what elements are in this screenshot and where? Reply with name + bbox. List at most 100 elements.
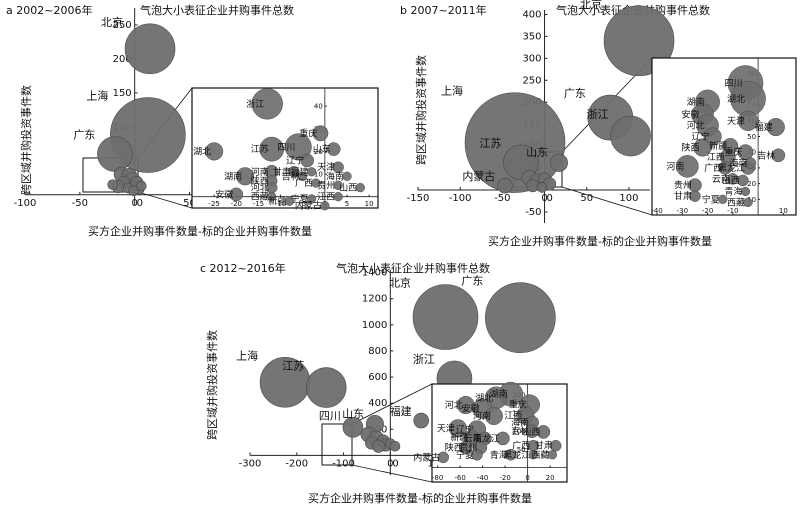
a-y-tick-label: 150 (113, 88, 132, 99)
c-inset-x-tick-label: -60 (454, 474, 465, 482)
c-inset-bubble-西藏 (547, 450, 558, 460)
a-inset-label-四川: 四川 (277, 143, 295, 153)
c-inset-label-江西: 江西 (504, 411, 522, 422)
c-inset-label-湖南: 湖南 (490, 388, 508, 400)
a-inset-bubble-山西 (355, 182, 365, 193)
b-inset-label-四川: 四川 (724, 79, 742, 89)
b-inset-bubble-山西 (737, 174, 749, 187)
b-bubble-上海 (464, 92, 566, 193)
c-y-tick-label: 600 (368, 372, 387, 383)
a-inset-y-tick-label: 40 (314, 103, 323, 111)
c-inset-label-黑龙江: 黑龙江 (503, 449, 530, 461)
a-inset-label-宁夏: 宁夏 (291, 193, 309, 205)
panel-c-inset: -80-60-40-2002050100150200湖南湖北重庆河北安徽江西河南… (413, 381, 568, 483)
a-inset-bubble-广西 (311, 178, 321, 188)
a-inset-bubble-福建 (306, 167, 317, 177)
b-inset-bubble-甘肃 (689, 190, 701, 202)
a-inset-x-tick-label: -5 (299, 200, 306, 208)
c-inset-bubble-宁夏 (471, 449, 483, 461)
c-y-tick-label: 1000 (362, 320, 387, 331)
panel-c-xlabel: 买方企业并购事件数量-标的企业并购事件数量 (308, 491, 532, 505)
b-y-tick-label: -50 (525, 207, 541, 218)
c-inset-label-河北: 河北 (445, 399, 463, 411)
c-inset-label-山西: 山西 (522, 427, 540, 438)
a-inset-bubble-宁夏 (306, 194, 317, 204)
c-x-tick-label: -100 (332, 458, 355, 469)
b-inset-bubble-海南 (744, 157, 757, 169)
a-bubble-point-13 (135, 180, 147, 192)
a-x-tick-label: -50 (72, 198, 88, 209)
c-bubble-point-13 (372, 439, 386, 453)
c-inset-label-黑龙江: 黑龙江 (473, 432, 500, 444)
b-inset-y-tick-label: 20 (747, 180, 756, 188)
a-inset-label-海南: 海南 (326, 170, 344, 182)
b-x-tick-label: -100 (449, 193, 472, 204)
b-inset-x-tick-label: -40 (651, 207, 662, 215)
b-inset-x-tick-label: -10 (727, 207, 738, 215)
b-x-tick-label: -50 (494, 193, 510, 204)
b-bubble-山东 (549, 153, 568, 172)
panel-c-title: c 2012~2016年 (200, 261, 286, 275)
c-inset-bubble-甘肃 (550, 439, 562, 452)
c-inset-bubble-黑龙江 (496, 431, 510, 446)
c-inset-label-云南: 云南 (464, 432, 482, 444)
b-inset-label-福建: 福建 (755, 121, 773, 133)
b-inset-label-江西: 江西 (707, 152, 725, 163)
b-x-tick-label: -150 (407, 193, 430, 204)
a-inset-bubble-新疆 (284, 196, 295, 206)
c-zoom-connector (351, 383, 433, 425)
b-inset-label-湖南: 湖南 (687, 96, 705, 108)
panel-b-ylabel: 跨区域并购投资事件数 (414, 55, 428, 165)
c-bubble-label-山东: 山东 (342, 407, 364, 420)
c-inset-y-tick-label: 100 (512, 428, 525, 436)
a-inset-label-湖北: 湖北 (193, 146, 211, 157)
c-inset-bubble-河南 (484, 406, 503, 425)
c-bubble-福建 (413, 412, 429, 429)
a-inset-label-贵州: 贵州 (317, 179, 335, 191)
b-inset-label-贵州: 贵州 (674, 179, 692, 191)
a-inset-x-tick-label: 10 (365, 200, 374, 208)
b-inset-frame (651, 57, 797, 216)
a-inset-label-福建: 福建 (291, 166, 309, 178)
b-zoom-connector (561, 186, 653, 216)
a-inset-bubble-贵州 (333, 180, 343, 191)
a-inset-x-tick-label: -15 (253, 200, 264, 208)
panel-a-bubbles (97, 23, 186, 197)
a-inset-label-河北: 河北 (251, 182, 269, 194)
c-zoom-box (321, 423, 353, 466)
b-inset-label-青海: 青海 (724, 185, 742, 197)
b-inset-label-甘肃: 甘肃 (674, 190, 692, 202)
panel-b-xlabel: 买方企业并购事件数量-标的企业并购事件数量 (488, 234, 712, 248)
a-inset-label-江西: 江西 (317, 192, 335, 203)
a-inset-bubble-湖南 (236, 167, 255, 186)
panel-c-size-note: 气泡大小表征企业并购事件总数 (336, 261, 490, 275)
panel-a-xlabel: 买方企业并购事件数量-标的企业并购事件数量 (88, 224, 312, 238)
c-bubble-北京 (412, 284, 479, 350)
a-bubble-北京 (124, 23, 176, 75)
c-bubble-四川 (342, 417, 364, 438)
c-zoom-connector (351, 464, 433, 483)
c-inset-x-tick-label: 0 (525, 474, 529, 482)
c-bubble-江苏 (305, 367, 347, 408)
a-x-tick-label: 0 (131, 198, 137, 209)
a-inset-label-西藏: 西藏 (251, 191, 269, 203)
c-origin-label: 0 (392, 458, 398, 469)
a-inset-bubble-重庆 (312, 125, 329, 142)
c-inset-label-河南: 河南 (473, 410, 491, 422)
c-inset-label-西藏: 西藏 (531, 449, 549, 461)
b-inset-label-辽宁: 辽宁 (692, 131, 710, 143)
b-inset-x-tick-label: -30 (677, 207, 688, 215)
c-bubble-point-15 (389, 440, 401, 452)
b-origin-label: 0 (547, 193, 553, 204)
b-inset-label-安徽: 安徽 (682, 109, 700, 121)
b-x-tick-label: 0 (541, 193, 547, 204)
c-inset-label-吉林: 吉林 (511, 425, 529, 437)
c-inset-label-辽宁: 辽宁 (456, 423, 474, 435)
a-bubble-label-上海: 上海 (86, 89, 108, 103)
a-inset-label-陕西: 陕西 (251, 175, 269, 187)
a-inset-bubble-江苏 (259, 136, 285, 162)
c-bubble-label-北京: 北京 (389, 276, 411, 290)
c-bubble-label-江苏: 江苏 (282, 360, 304, 373)
